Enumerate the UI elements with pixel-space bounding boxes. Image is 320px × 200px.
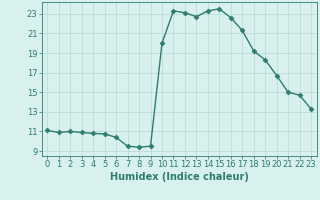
X-axis label: Humidex (Indice chaleur): Humidex (Indice chaleur): [110, 172, 249, 182]
